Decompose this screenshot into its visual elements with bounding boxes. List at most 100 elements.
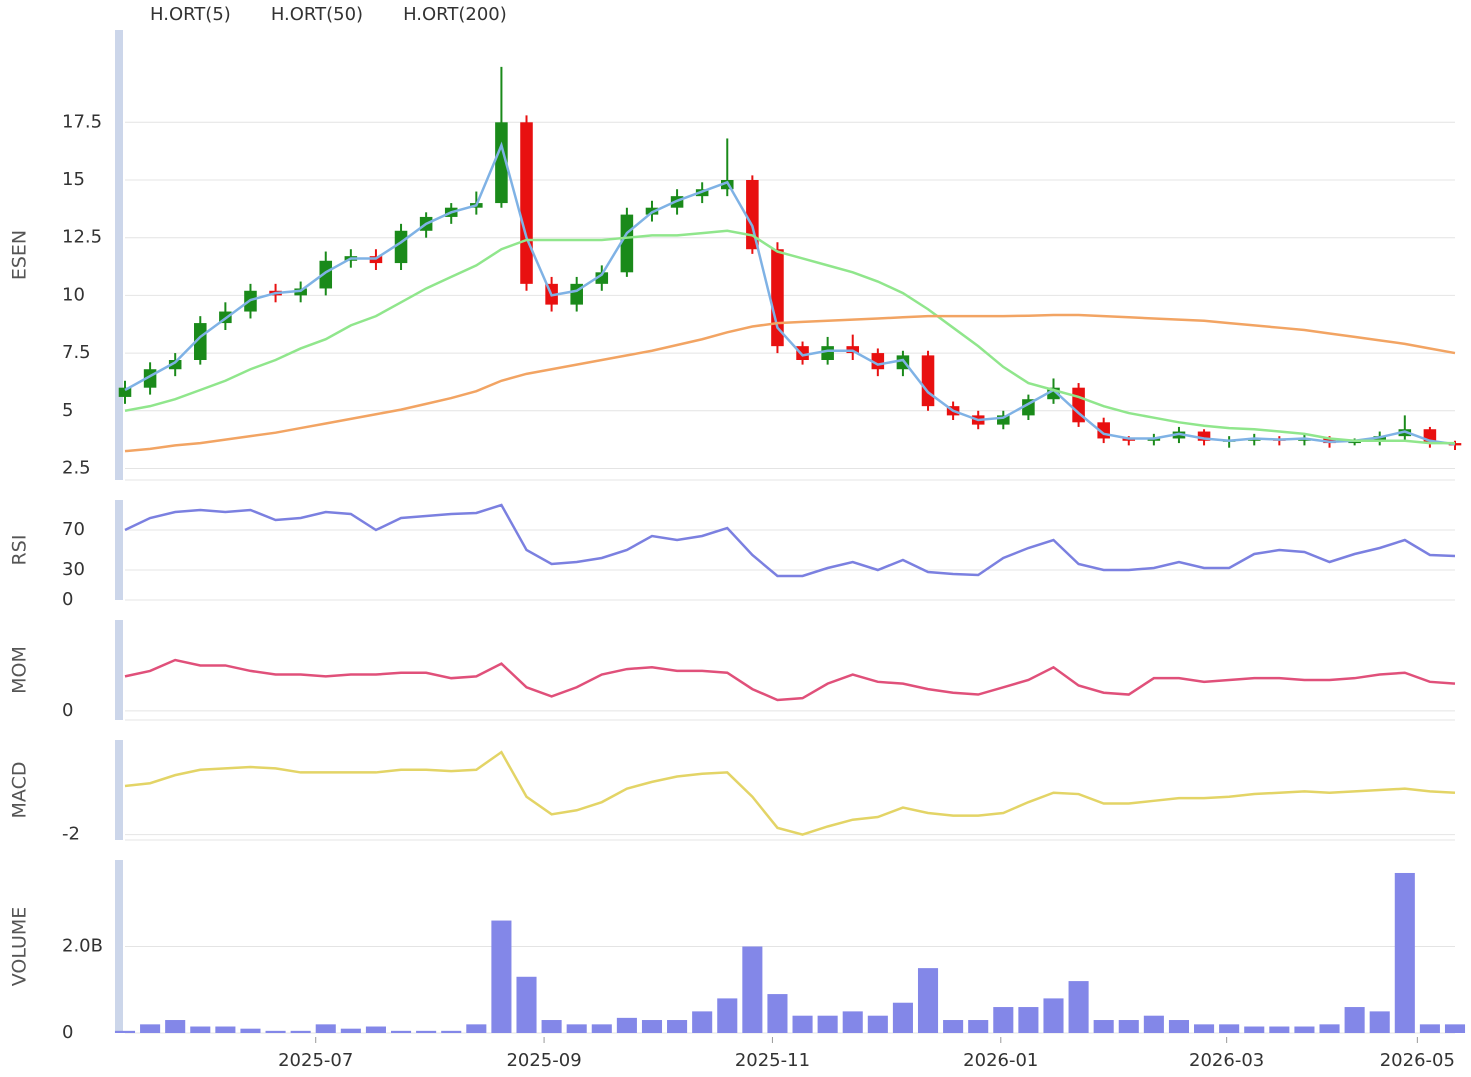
bar	[867, 1015, 888, 1033]
bar	[566, 1024, 587, 1033]
line	[124, 313, 1456, 453]
line	[124, 658, 1456, 702]
bar	[1419, 1024, 1440, 1033]
candle-body	[821, 346, 834, 360]
bar	[1168, 1020, 1189, 1033]
bar	[541, 1020, 562, 1033]
axis-title: VOLUME	[9, 907, 31, 987]
y-tick-label: 15	[62, 169, 85, 190]
line	[124, 141, 1456, 446]
bar	[1319, 1024, 1340, 1033]
bar	[290, 1030, 311, 1033]
y-tick-label: 30	[62, 559, 85, 580]
y-tick-label: -2	[62, 824, 80, 845]
bar	[441, 1030, 462, 1033]
bar	[1269, 1026, 1290, 1033]
line	[124, 229, 1455, 445]
bar	[215, 1026, 236, 1033]
bar	[591, 1024, 612, 1033]
y-tick-label: 0	[62, 700, 73, 721]
legend-entry: H.ORT(5)	[150, 4, 231, 25]
bar	[1219, 1024, 1240, 1033]
bar	[1194, 1024, 1215, 1033]
bar	[943, 1020, 964, 1033]
line	[124, 750, 1456, 836]
bar	[340, 1028, 361, 1033]
bar	[391, 1030, 412, 1033]
bar	[240, 1028, 261, 1033]
legend-entry: H.ORT(50)	[271, 4, 363, 25]
bar	[1344, 1007, 1365, 1033]
x-tick-label: 2026-03	[1189, 1050, 1264, 1071]
candle-body	[1197, 431, 1211, 441]
x-tick-label: 2025-07	[278, 1050, 353, 1071]
bar	[917, 968, 939, 1033]
candle-body	[394, 230, 408, 264]
legend-entry: H.ORT(200)	[403, 4, 507, 25]
candle-body	[194, 323, 207, 360]
candle-body	[520, 122, 533, 284]
bar	[641, 1020, 663, 1033]
bar	[968, 1020, 989, 1033]
y-tick-label: 17.5	[62, 111, 102, 132]
axis-strip	[115, 30, 123, 480]
bar	[416, 1030, 437, 1033]
bar	[1294, 1026, 1315, 1033]
bar	[190, 1026, 211, 1033]
bar	[140, 1024, 161, 1033]
candle-body	[168, 360, 182, 370]
y-tick-label: 12.5	[62, 227, 102, 248]
axis-strip	[115, 620, 123, 720]
y-tick-label: 0	[62, 1022, 73, 1043]
axis-strip	[115, 740, 123, 840]
bar	[717, 998, 738, 1033]
bar	[842, 1011, 863, 1033]
bar	[365, 1026, 386, 1033]
bar	[1369, 1011, 1390, 1033]
candle-body	[796, 346, 809, 360]
axis-strip	[115, 860, 123, 1033]
candle-body	[746, 180, 759, 250]
candle-body	[118, 387, 132, 397]
y-tick-label: 0	[62, 589, 73, 610]
bar	[742, 946, 763, 1033]
y-tick-label: 2.0B	[62, 936, 103, 957]
bar	[616, 1017, 637, 1033]
x-tick-label: 2026-01	[963, 1050, 1038, 1071]
bar	[892, 1002, 913, 1033]
bar	[1244, 1026, 1265, 1033]
candle-body	[620, 214, 634, 273]
candle-body	[997, 415, 1010, 425]
bar	[1043, 998, 1064, 1033]
bar	[1068, 981, 1089, 1033]
bar	[1118, 1020, 1139, 1033]
bar	[114, 1030, 136, 1033]
axis-title: MACD	[9, 762, 31, 819]
candle-body	[1047, 387, 1060, 400]
y-tick-label: 2.5	[62, 457, 91, 478]
bar	[667, 1020, 688, 1033]
bar	[315, 1024, 336, 1033]
y-tick-label: 7.5	[62, 342, 91, 363]
bar	[767, 994, 788, 1033]
bar	[1018, 1007, 1039, 1033]
bar	[1444, 1024, 1466, 1033]
bar	[491, 920, 512, 1033]
x-tick-label: 2025-09	[506, 1050, 581, 1071]
candle-body	[595, 272, 609, 284]
line	[124, 503, 1456, 578]
axis-title: MOM	[9, 646, 31, 694]
bar	[1093, 1020, 1114, 1033]
y-tick-label: 5	[62, 400, 73, 421]
x-tick-label: 2026-05	[1380, 1050, 1455, 1071]
y-tick-label: 70	[62, 519, 85, 540]
axis-strip	[115, 500, 123, 600]
bar	[1394, 872, 1415, 1033]
bar	[1143, 1015, 1164, 1033]
bar	[265, 1030, 286, 1033]
bar	[792, 1015, 813, 1033]
bar	[466, 1024, 487, 1033]
candle-body	[921, 355, 935, 407]
axis-title: ESEN	[9, 230, 31, 280]
